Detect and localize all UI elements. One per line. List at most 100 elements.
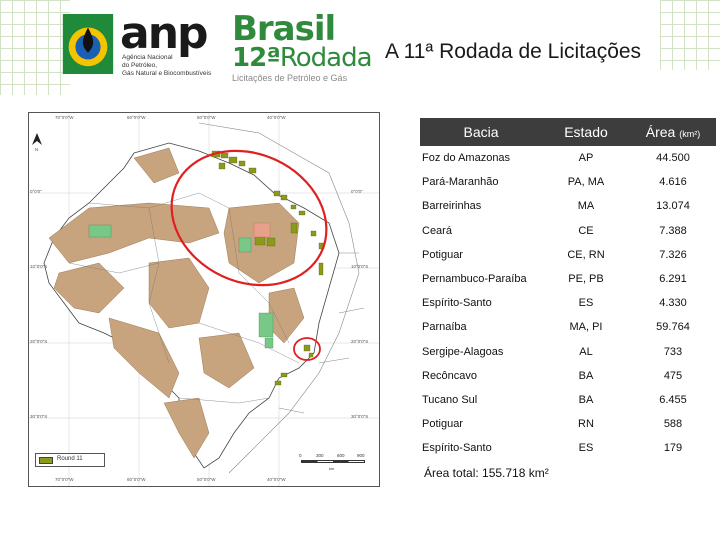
cell-estado: AL: [579, 345, 593, 358]
cell-bacia: Espírito-Santo: [422, 297, 492, 310]
table-row: Ceará CE 7.388: [420, 219, 716, 243]
rodada-number: 12ª: [232, 43, 281, 73]
cell-area: 733: [663, 345, 683, 358]
table-row: Pernambuco-Paraíba PE, PB 6.291: [420, 267, 716, 291]
cell-bacia: Sergipe-Alagoas: [422, 345, 504, 358]
header-area-unit: (km²): [679, 129, 701, 139]
cell-area: 4.616: [659, 176, 687, 189]
right-coord: 10°0'0"S: [351, 264, 369, 269]
header-estado: Estado: [564, 124, 608, 140]
north-label: N: [35, 147, 39, 152]
cell-bacia: Pernambuco-Paraíba: [422, 273, 527, 286]
cell-area: 475: [663, 369, 683, 382]
cell-bacia: Tucano Sul: [422, 393, 478, 406]
left-coord: 10°0'0"S: [30, 264, 48, 269]
table-row: Foz do Amazonas AP 44.500: [420, 146, 716, 170]
legend-swatch: [39, 457, 53, 464]
offshore-boundaries: [198, 122, 365, 474]
cell-estado: PA, MA: [567, 176, 605, 189]
cell-estado: CE: [578, 224, 594, 237]
cell-bacia: Ceará: [422, 224, 452, 237]
header-bacia: Bacia: [463, 124, 499, 140]
table-header: Bacia Estado Área (km²): [420, 118, 716, 146]
left-coord: 30°0'0"S: [30, 414, 48, 419]
parnaiba-block: [253, 222, 271, 238]
cell-area: 7.388: [659, 224, 687, 237]
total-area: Área total: 155.718 km²: [424, 466, 549, 480]
cell-bacia: Espírito-Santo: [422, 442, 492, 455]
rodada-word: Rodada: [279, 43, 373, 73]
right-coord: 20°0'0"S: [351, 339, 369, 344]
cell-area: 588: [663, 418, 683, 431]
sedimentary-basins: [48, 147, 305, 459]
highlight-circle-es: [293, 337, 321, 361]
header-area: Área (km²): [630, 124, 716, 140]
brasil-subtitle: Licitações de Petróleo e Gás: [232, 73, 348, 83]
bottom-coord: 70°0'0"W: [55, 477, 74, 482]
grid-decoration-right: [660, 0, 720, 70]
anp-subtitle-line: Agência Nacional: [122, 54, 173, 61]
cell-estado: BA: [578, 393, 594, 406]
table-row: Potiguar RN 588: [420, 412, 716, 436]
cell-estado: MA, PI: [569, 321, 603, 334]
legend-label: Round 11: [57, 456, 83, 462]
cell-estado: MA: [577, 200, 595, 213]
table-row: Potiguar CE, RN 7.326: [420, 243, 716, 267]
bottom-coord: 40°0'0"W: [267, 477, 286, 482]
scale-bar-graphic: [301, 460, 365, 463]
cell-estado: ES: [578, 442, 594, 455]
highlight-ellipse-north: [170, 149, 328, 287]
top-coord: 70°0'0"W: [55, 115, 74, 120]
header-area-label: Área: [645, 124, 676, 140]
scale-label: 600: [337, 453, 345, 458]
basins-table: Bacia Estado Área (km²) Foz do Amazonas A…: [420, 118, 716, 460]
cell-area: 59.764: [656, 321, 690, 334]
scale-label: 0: [299, 453, 302, 458]
table-row: Pará-Maranhão PA, MA 4.616: [420, 170, 716, 194]
anp-wordmark: anp: [120, 8, 209, 59]
anp-subtitle: Agência Nacional do Petróleo, Gás Natura…: [122, 54, 222, 78]
cell-estado: ES: [578, 297, 594, 310]
brasil-title: Brasil: [232, 9, 336, 49]
left-coord: 0°0'0": [30, 189, 42, 194]
map-graphic: [29, 113, 379, 486]
cell-estado: BA: [578, 369, 594, 382]
slide-title: A 11ª Rodada de Licitações: [385, 40, 642, 63]
scale-bar: 0 300 600 900 km: [299, 453, 369, 473]
table-row: Espírito-Santo ES 179: [420, 436, 716, 460]
cell-bacia: Potiguar: [422, 248, 463, 261]
top-coord: 60°0'0"W: [127, 115, 146, 120]
map-legend: Round 11: [35, 453, 105, 467]
right-coord: 0°0'0": [351, 189, 363, 194]
table-row: Espírito-Santo ES 4.330: [420, 291, 716, 315]
exploration-areas: [88, 224, 274, 349]
cell-bacia: Pará-Maranhão: [422, 176, 499, 189]
cell-area: 6.455: [659, 393, 687, 406]
cell-estado: AP: [578, 152, 594, 165]
scale-unit: km: [329, 466, 335, 471]
left-coord: 20°0'0"S: [30, 339, 48, 344]
scale-label: 900: [357, 453, 365, 458]
grid-decoration: [0, 0, 70, 95]
slide-header: anp Agência Nacional do Petróleo, Gás Na…: [0, 0, 720, 100]
cell-area: 7.326: [659, 248, 687, 261]
anp-subtitle-line: do Petróleo,: [122, 62, 158, 69]
top-coord: 50°0'0"W: [197, 115, 216, 120]
anp-logo: anp Agência Nacional do Petróleo, Gás Na…: [62, 8, 222, 84]
anp-subtitle-line: Gás Natural e Biocombustíveis: [122, 70, 212, 77]
cell-area: 179: [663, 442, 683, 455]
table-row: Recôncavo BA 475: [420, 364, 716, 388]
brazil-basins-map: N 70°0'0"W 60°0'0"W 50°0'0"W 40°0'0"W 70…: [28, 112, 380, 487]
cell-estado: RN: [578, 418, 594, 431]
cell-estado: CE, RN: [567, 248, 605, 261]
cell-bacia: Parnaíba: [422, 321, 467, 334]
cell-bacia: Recôncavo: [422, 369, 478, 382]
cell-estado: PE, PB: [568, 273, 604, 286]
cell-area: 44.500: [656, 152, 690, 165]
table-row: Parnaíba MA, PI 59.764: [420, 315, 716, 339]
right-coord: 30°0'0"S: [351, 414, 369, 419]
cell-area: 6.291: [659, 273, 687, 286]
north-arrow-icon: [32, 133, 42, 145]
table-body: Foz do Amazonas AP 44.500 Pará-Maranhão PA, …: [420, 146, 716, 460]
bottom-coord: 50°0'0"W: [197, 477, 216, 482]
